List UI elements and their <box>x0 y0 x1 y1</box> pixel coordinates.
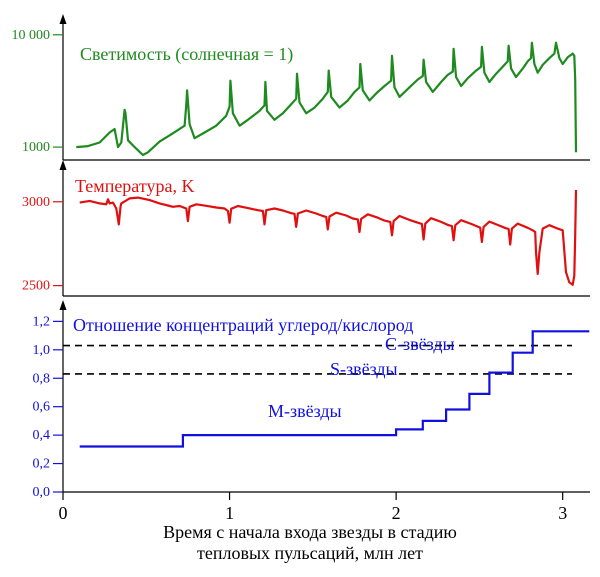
luminosity-y-axis-arrow <box>59 14 67 24</box>
ratio-y-tick-label: 0,0 <box>33 485 51 500</box>
luminosity-panel: 1000 10 000 Светимость (солнечная = 1) <box>12 14 590 161</box>
ratio-y-tick-label: 0,6 <box>33 400 51 415</box>
x-axis-label-line2: тепловых пульсаций, млн лет <box>197 543 423 563</box>
luminosity-title: Светимость (солнечная = 1) <box>80 44 293 65</box>
luminosity-y-tick-label: 1000 <box>22 140 50 155</box>
temperature-title: Температура, K <box>75 176 194 196</box>
ratio-y-tick-label: 0,2 <box>33 457 51 472</box>
temperature-y-tick-label: 2500 <box>22 279 50 294</box>
x-tick-label: 3 <box>558 503 567 523</box>
luminosity-y-tick-label: 10 000 <box>12 28 51 43</box>
ratio-y-tick-label: 0,8 <box>33 371 51 386</box>
s-stars-label: S-звёзды <box>330 359 398 379</box>
x-tick-label: 2 <box>392 503 401 523</box>
temperature-y-tick-label: 3000 <box>22 195 50 210</box>
ratio-y-tick-label: 0,4 <box>33 428 51 443</box>
x-axis-label-line1: Время с начала входа звезды в стадию <box>163 522 457 542</box>
temperature-y-axis-arrow <box>59 160 67 170</box>
ratio-y-tick-label: 1,2 <box>33 314 51 329</box>
ratio-step-line <box>79 330 590 448</box>
ratio-panel: 0,0 0,2 0,4 0,6 0,8 1,0 1,2 0 1 2 3 Отношение кон… <box>33 300 590 563</box>
m-stars-label: М-звёзды <box>268 401 342 421</box>
ratio-title: Отношение концентраций углерод/кислород <box>73 315 413 335</box>
temperature-panel: 2500 3000 Температура, K <box>22 160 590 297</box>
ratio-y-axis-arrow <box>59 300 67 310</box>
luminosity-line <box>76 41 578 157</box>
x-tick-label: 0 <box>59 503 68 523</box>
ratio-y-tick-label: 1,0 <box>33 343 51 358</box>
x-tick-label: 1 <box>225 503 234 523</box>
c-stars-label: С-звёзды <box>385 334 455 354</box>
temperature-line <box>79 189 578 286</box>
